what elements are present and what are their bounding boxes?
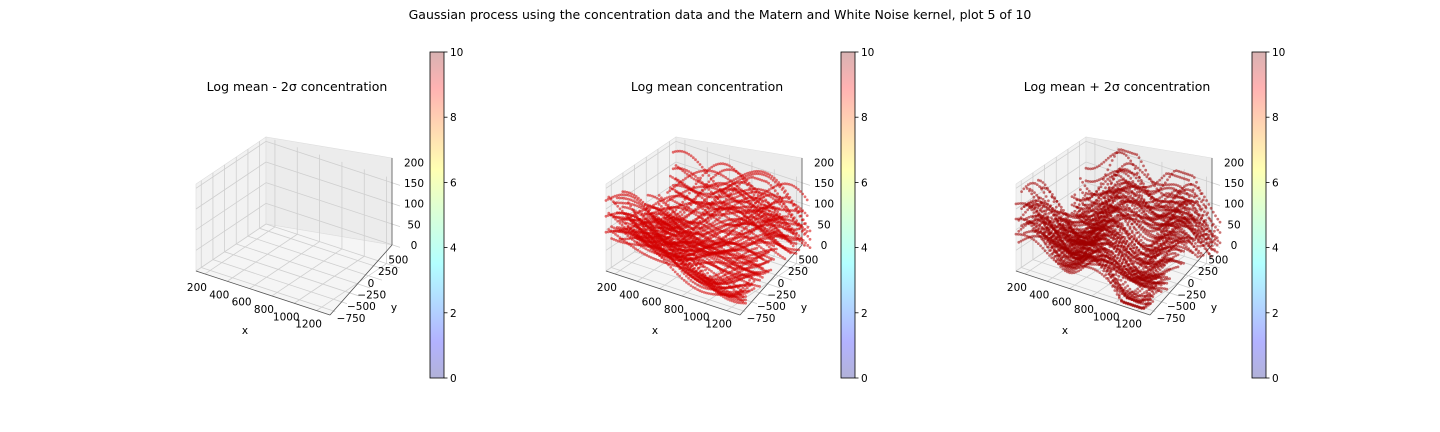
x-tick-label: 400 [1029, 289, 1049, 301]
z-tick-label: 150 [814, 178, 834, 190]
colorbar [1251, 51, 1267, 379]
y-tick-label: −500 [757, 301, 786, 313]
y-axis-label: y [801, 302, 807, 314]
colorbar-tick-label: 6 [861, 177, 868, 189]
z-tick-label: 150 [1224, 178, 1244, 190]
x-tick-label: 600 [642, 297, 662, 309]
y-tick-label: 0 [778, 278, 785, 290]
z-tick-label: 200 [814, 157, 834, 169]
z-tick-label: 0 [411, 240, 418, 252]
x-tick-label: 400 [619, 289, 639, 301]
colorbar-tick-label: 10 [450, 47, 463, 59]
y-tick-label: −750 [337, 313, 366, 325]
z-tick-label: 200 [404, 157, 424, 169]
y-tick-label: −750 [1157, 313, 1186, 325]
x-tick-label: 1200 [295, 319, 322, 331]
y-tick-label: −250 [357, 289, 386, 301]
x-tick-label: 1000 [683, 311, 710, 323]
z-tick-label: 200 [1224, 157, 1244, 169]
y-tick-label: −500 [347, 301, 376, 313]
y-tick-label: 0 [368, 278, 375, 290]
x-tick-label: 1000 [1093, 311, 1120, 323]
colorbar-tick-label: 0 [861, 373, 868, 385]
x-tick-label: 800 [664, 304, 684, 316]
z-tick-label: 100 [1224, 199, 1244, 211]
y-tick-label: 250 [788, 266, 808, 278]
y-axis-label: y [1211, 302, 1217, 314]
z-tick-label: 150 [404, 178, 424, 190]
colorbar-tick-label: 8 [1272, 112, 1279, 124]
y-tick-label: 250 [1198, 266, 1218, 278]
colorbar-tick-label: 4 [1272, 243, 1279, 255]
colorbar-tick-label: 2 [450, 308, 457, 320]
colorbar [840, 51, 856, 379]
x-axis-label: x [652, 325, 658, 337]
y-tick-label: 0 [1188, 278, 1195, 290]
z-tick-label: 50 [1227, 219, 1240, 231]
y-tick-label: −250 [767, 289, 796, 301]
z-tick-label: 0 [821, 240, 828, 252]
z-tick-label: 100 [814, 199, 834, 211]
x-tick-label: 1200 [705, 319, 732, 331]
subplot-mean: Log mean concentration200400600800100012… [597, 47, 874, 385]
colorbar-tick-label: 8 [450, 112, 457, 124]
subplot-lower-bound: Log mean - 2σ concentration2004006008001… [187, 47, 463, 385]
x-tick-label: 200 [187, 282, 207, 294]
y-axis-label: y [391, 302, 397, 314]
z-tick-label: 100 [404, 199, 424, 211]
x-tick-label: 800 [254, 304, 274, 316]
colorbar-tick-label: 10 [1272, 47, 1285, 59]
colorbar-tick-label: 8 [861, 112, 868, 124]
x-tick-label: 1200 [1115, 319, 1142, 331]
colorbar-tick-label: 10 [861, 47, 874, 59]
colorbar-tick-label: 4 [450, 243, 457, 255]
y-tick-label: −250 [1177, 289, 1206, 301]
colorbar-tick-label: 2 [861, 308, 868, 320]
y-tick-label: 500 [798, 254, 818, 266]
x-tick-label: 200 [1007, 282, 1027, 294]
subplot-title: Log mean concentration [631, 79, 783, 94]
subplot-title: Log mean - 2σ concentration [207, 79, 388, 94]
colorbar-tick-label: 6 [450, 177, 457, 189]
y-tick-label: −500 [1167, 301, 1196, 313]
y-tick-label: 500 [1208, 254, 1228, 266]
x-tick-label: 1000 [273, 311, 300, 323]
y-tick-label: 500 [388, 254, 408, 266]
figure-suptitle: Gaussian process using the concentration… [409, 7, 1032, 22]
colorbar-tick-label: 0 [1272, 373, 1279, 385]
x-tick-label: 200 [597, 282, 617, 294]
z-tick-label: 0 [1231, 240, 1238, 252]
subplot-title: Log mean + 2σ concentration [1024, 79, 1211, 94]
colorbar [429, 51, 445, 379]
z-tick-label: 50 [407, 219, 420, 231]
scatter-points [604, 149, 812, 305]
y-tick-label: −750 [747, 313, 776, 325]
x-axis-label: x [1062, 325, 1068, 337]
colorbar-tick-label: 2 [1272, 308, 1279, 320]
subplot-upper-bound: Log mean + 2σ concentration2004006008001… [1007, 47, 1285, 385]
scatter-points [1014, 148, 1222, 310]
colorbar-tick-label: 6 [1272, 177, 1279, 189]
x-tick-label: 400 [209, 289, 229, 301]
colorbar-tick-label: 0 [450, 373, 457, 385]
colorbar-tick-label: 4 [861, 243, 868, 255]
x-axis-label: x [242, 325, 248, 337]
x-tick-label: 600 [232, 297, 252, 309]
z-tick-label: 50 [817, 219, 830, 231]
x-tick-label: 600 [1052, 297, 1072, 309]
y-tick-label: 250 [378, 266, 398, 278]
x-tick-label: 800 [1074, 304, 1094, 316]
